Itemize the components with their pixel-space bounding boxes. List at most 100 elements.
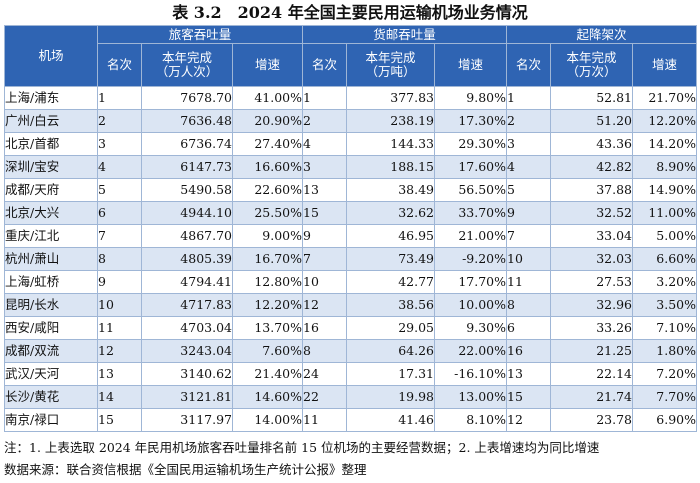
cell-passenger-rank: 7 bbox=[97, 224, 142, 248]
cell-flight-value: 32.03 bbox=[550, 247, 633, 271]
cell-passenger-value: 6147.73 bbox=[141, 155, 233, 179]
cell-passenger-rank: 8 bbox=[97, 247, 142, 271]
cell-flight-growth: 3.50% bbox=[631, 293, 698, 317]
cell-flight-value: 42.82 bbox=[550, 155, 633, 179]
table-row: 深圳/宝安 4 6147.73 16.60% 3 188.15 17.60% 4 42.82 8.… bbox=[4, 155, 698, 179]
cell-passenger-rank: 10 bbox=[97, 293, 142, 317]
cell-airport: 重庆/江北 bbox=[4, 224, 98, 248]
table-row: 南京/禄口 15 3117.97 14.00% 11 41.46 8.10% 12 23.78 6… bbox=[4, 408, 698, 432]
cell-cargo-value: 73.49 bbox=[346, 247, 435, 271]
cell-cargo-rank: 8 bbox=[302, 339, 347, 363]
cell-cargo-growth: 9.80% bbox=[434, 86, 507, 110]
cell-flight-growth: 21.70% bbox=[631, 86, 698, 110]
cell-cargo-rank: 15 bbox=[302, 201, 347, 225]
cell-cargo-value: 17.31 bbox=[346, 362, 435, 386]
cell-flight-rank: 2 bbox=[506, 109, 551, 133]
cell-passenger-growth: 9.00% bbox=[232, 224, 303, 248]
cell-airport: 上海/浦东 bbox=[4, 86, 98, 110]
cell-flight-value: 51.20 bbox=[550, 109, 633, 133]
cell-cargo-growth: 33.70% bbox=[434, 201, 507, 225]
cell-passenger-rank: 12 bbox=[97, 339, 142, 363]
table-title: 表 3.2 2024 年全国主要民用运输机场业务情况 bbox=[172, 3, 528, 22]
header-flight-growth: 增速 bbox=[631, 43, 698, 87]
cell-flight-value: 27.53 bbox=[550, 270, 633, 294]
cell-flight-growth: 7.10% bbox=[631, 316, 698, 340]
cell-cargo-rank: 10 bbox=[302, 270, 347, 294]
cell-flight-rank: 6 bbox=[506, 316, 551, 340]
cell-cargo-rank: 9 bbox=[302, 224, 347, 248]
cell-cargo-growth: 17.70% bbox=[434, 270, 507, 294]
cell-passenger-value: 3140.62 bbox=[141, 362, 233, 386]
table-body: 上海/浦东 1 7678.70 41.00% 1 377.83 9.80% 1 52.81 21.… bbox=[4, 86, 698, 432]
cell-cargo-growth: 17.60% bbox=[434, 155, 507, 179]
cell-cargo-growth: 21.00% bbox=[434, 224, 507, 248]
cell-cargo-growth: 8.10% bbox=[434, 408, 507, 432]
cell-flight-value: 21.74 bbox=[550, 385, 633, 409]
cell-airport: 北京/首都 bbox=[4, 132, 98, 156]
cell-cargo-value: 377.83 bbox=[346, 86, 435, 110]
cell-cargo-value: 238.19 bbox=[346, 109, 435, 133]
cell-cargo-growth: 10.00% bbox=[434, 293, 507, 317]
cell-cargo-value: 38.49 bbox=[346, 178, 435, 202]
cell-airport: 深圳/宝安 bbox=[4, 155, 98, 179]
cell-flight-rank: 4 bbox=[506, 155, 551, 179]
cell-cargo-growth: -16.10% bbox=[434, 362, 507, 386]
cell-airport: 昆明/长水 bbox=[4, 293, 98, 317]
cell-passenger-growth: 12.20% bbox=[232, 293, 303, 317]
cell-flight-growth: 14.20% bbox=[631, 132, 698, 156]
cell-flight-value: 37.88 bbox=[550, 178, 633, 202]
cell-flight-growth: 1.80% bbox=[631, 339, 698, 363]
cell-flight-rank: 3 bbox=[506, 132, 551, 156]
header-passenger-rank: 名次 bbox=[97, 43, 142, 87]
cell-cargo-growth: 56.50% bbox=[434, 178, 507, 202]
cell-flight-value: 32.96 bbox=[550, 293, 633, 317]
cell-passenger-growth: 14.60% bbox=[232, 385, 303, 409]
cell-flight-value: 33.04 bbox=[550, 224, 633, 248]
table-row: 成都/双流 12 3243.04 7.60% 8 64.26 22.00% 16 21.25 1.… bbox=[4, 339, 698, 363]
cell-cargo-growth: 29.30% bbox=[434, 132, 507, 156]
cell-flight-rank: 9 bbox=[506, 201, 551, 225]
cell-cargo-rank: 1 bbox=[302, 86, 347, 110]
cell-cargo-rank: 22 bbox=[302, 385, 347, 409]
table-row: 重庆/江北 7 4867.70 9.00% 9 46.95 21.00% 7 33.04 5.00… bbox=[4, 224, 698, 248]
cell-flight-value: 33.26 bbox=[550, 316, 633, 340]
cell-cargo-rank: 13 bbox=[302, 178, 347, 202]
cell-passenger-growth: 21.40% bbox=[232, 362, 303, 386]
cell-flight-growth: 6.60% bbox=[631, 247, 698, 271]
cell-flight-growth: 14.90% bbox=[631, 178, 698, 202]
cell-cargo-value: 42.77 bbox=[346, 270, 435, 294]
cell-cargo-rank: 11 bbox=[302, 408, 347, 432]
header-cargo-growth: 增速 bbox=[434, 43, 507, 87]
cell-passenger-value: 4867.70 bbox=[141, 224, 233, 248]
cell-airport: 西安/咸阳 bbox=[4, 316, 98, 340]
cell-cargo-growth: 17.30% bbox=[434, 109, 507, 133]
cell-passenger-value: 4944.10 bbox=[141, 201, 233, 225]
header-flight-rank: 名次 bbox=[506, 43, 551, 87]
cell-flight-rank: 8 bbox=[506, 293, 551, 317]
table-row: 北京/首都 3 6736.74 27.40% 4 144.33 29.30% 3 43.36 14… bbox=[4, 132, 698, 156]
cell-flight-growth: 11.00% bbox=[631, 201, 698, 225]
cell-airport: 成都/天府 bbox=[4, 178, 98, 202]
cell-flight-value: 43.36 bbox=[550, 132, 633, 156]
cell-cargo-rank: 7 bbox=[302, 247, 347, 271]
cell-flight-rank: 12 bbox=[506, 408, 551, 432]
table-row: 昆明/长水 10 4717.83 12.20% 12 38.56 10.00% 8 32.96 3… bbox=[4, 293, 698, 317]
cell-cargo-value: 32.62 bbox=[346, 201, 435, 225]
cell-passenger-growth: 20.90% bbox=[232, 109, 303, 133]
footnote: 注：1. 上表选取 2024 年民用机场旅客吞吐量排名前 15 位机场的主要经营… bbox=[4, 440, 600, 455]
table-row: 广州/白云 2 7636.48 20.90% 2 238.19 17.30% 2 51.20 12… bbox=[4, 109, 698, 133]
cell-passenger-rank: 1 bbox=[97, 86, 142, 110]
cell-cargo-rank: 3 bbox=[302, 155, 347, 179]
cell-passenger-value: 4794.41 bbox=[141, 270, 233, 294]
cell-passenger-rank: 11 bbox=[97, 316, 142, 340]
cell-passenger-rank: 9 bbox=[97, 270, 142, 294]
cell-passenger-value: 7636.48 bbox=[141, 109, 233, 133]
cell-passenger-growth: 7.60% bbox=[232, 339, 303, 363]
cell-cargo-value: 46.95 bbox=[346, 224, 435, 248]
cell-flight-growth: 7.70% bbox=[631, 385, 698, 409]
cell-passenger-value: 4703.04 bbox=[141, 316, 233, 340]
header-group-passenger: 旅客吞吐量 bbox=[97, 25, 303, 44]
cell-flight-growth: 8.90% bbox=[631, 155, 698, 179]
cell-cargo-rank: 16 bbox=[302, 316, 347, 340]
